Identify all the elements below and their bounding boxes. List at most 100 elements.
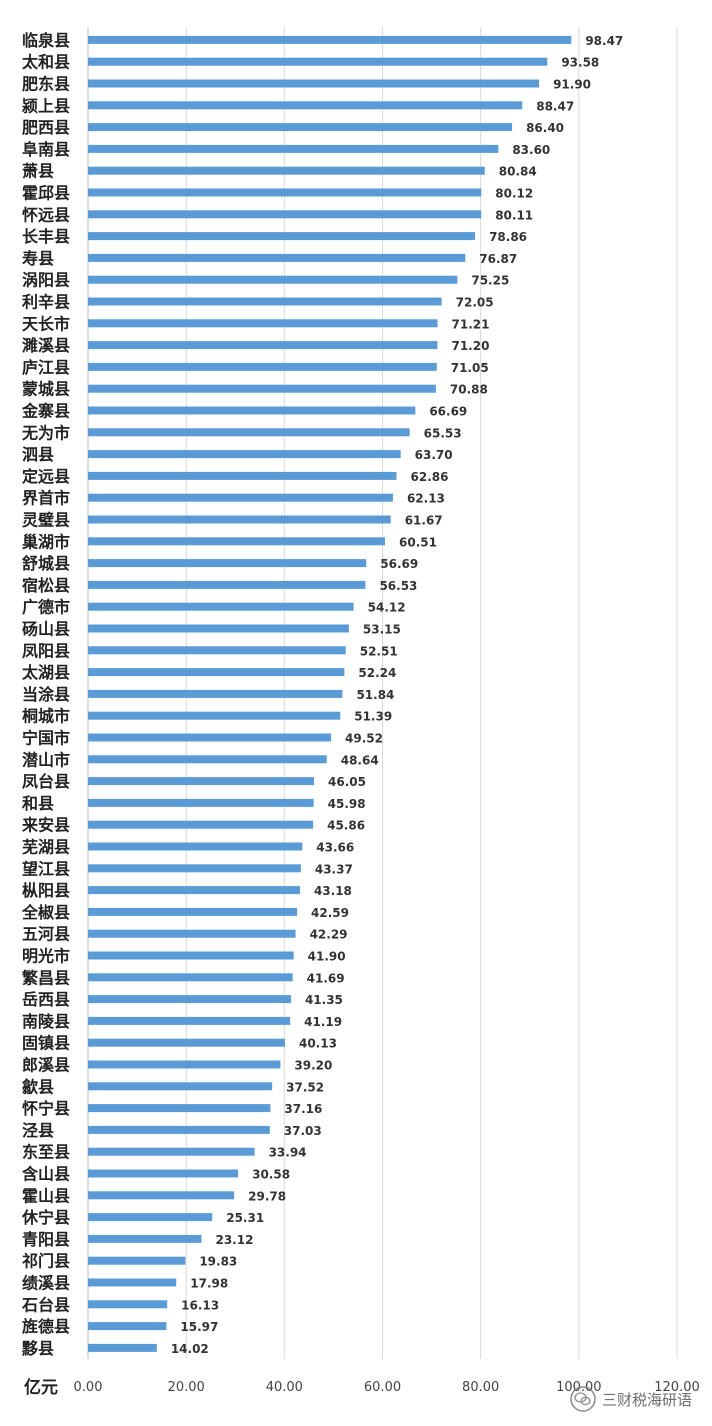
value-label-40: 42.59	[311, 906, 349, 920]
value-label-25: 56.53	[379, 579, 417, 593]
bar-50	[88, 1125, 270, 1134]
category-label-51: 东至县	[22, 1143, 70, 1162]
category-label-29: 太湖县	[21, 663, 70, 682]
value-label-22: 61.67	[405, 514, 443, 528]
value-label-52: 30.58	[252, 1168, 290, 1182]
category-label-52: 含山县	[22, 1165, 70, 1184]
bar-23	[88, 537, 386, 546]
bar-49	[88, 1104, 271, 1113]
category-label-19: 泗县	[22, 445, 54, 464]
value-label-16: 70.88	[450, 383, 488, 397]
bar-58	[88, 1300, 168, 1309]
value-label-21: 62.13	[407, 492, 445, 506]
value-label-41: 42.29	[310, 928, 348, 942]
bar-47	[88, 1060, 281, 1069]
category-label-46: 固镇县	[22, 1034, 70, 1053]
unit-label: 亿元	[24, 1377, 58, 1398]
bar-10	[88, 253, 466, 262]
bar-0	[88, 35, 572, 44]
bar-36	[88, 820, 314, 829]
wechat-icon	[570, 1386, 596, 1412]
value-label-45: 41.19	[304, 1015, 342, 1029]
bar-24	[88, 559, 367, 568]
bar-2	[88, 79, 540, 88]
value-label-29: 52.24	[358, 666, 396, 680]
category-label-17: 金寨县	[21, 402, 70, 421]
bar-56	[88, 1256, 186, 1265]
bars	[88, 35, 572, 1352]
value-label-12: 72.05	[456, 296, 494, 310]
bar-21	[88, 493, 393, 502]
category-label-40: 全椒县	[21, 903, 70, 922]
bar-3	[88, 101, 523, 110]
bar-42	[88, 951, 294, 960]
bar-37	[88, 842, 303, 851]
bar-33	[88, 755, 327, 764]
category-label-0: 临泉县	[22, 31, 70, 50]
x-tick-label-2: 40.00	[266, 1380, 303, 1395]
value-label-8: 80.11	[495, 208, 533, 222]
bar-12	[88, 297, 442, 306]
category-label-11: 涡阳县	[22, 271, 70, 290]
category-label-3: 颍上县	[21, 96, 70, 115]
category-label-56: 祁门县	[22, 1252, 70, 1271]
category-label-5: 阜南县	[22, 140, 70, 159]
bar-8	[88, 210, 482, 219]
value-label-43: 41.69	[307, 971, 345, 985]
category-label-8: 怀远县	[22, 205, 70, 224]
value-label-14: 71.20	[451, 339, 489, 353]
category-label-35: 和县	[22, 794, 54, 813]
category-label-45: 南陵县	[22, 1012, 70, 1031]
value-label-46: 40.13	[299, 1037, 337, 1051]
bar-4	[88, 123, 513, 132]
value-label-58: 16.13	[181, 1298, 219, 1312]
value-label-9: 78.86	[489, 230, 527, 244]
bar-60	[88, 1343, 157, 1352]
value-label-59: 15.97	[180, 1320, 218, 1334]
category-label-55: 青阳县	[22, 1230, 70, 1249]
value-label-3: 88.47	[536, 99, 574, 113]
value-label-55: 23.12	[215, 1233, 253, 1247]
bar-41	[88, 929, 296, 938]
category-label-60: 黟县	[22, 1339, 54, 1358]
value-label-57: 17.98	[190, 1277, 228, 1291]
bar-53	[88, 1191, 235, 1200]
category-label-47: 郎溪县	[22, 1056, 70, 1075]
bar-35	[88, 798, 314, 807]
value-label-13: 71.21	[452, 317, 490, 331]
value-label-20: 62.86	[411, 470, 449, 484]
value-label-50: 37.03	[284, 1124, 322, 1138]
category-label-48: 歙县	[21, 1077, 54, 1096]
value-label-33: 48.64	[341, 753, 379, 767]
category-label-31: 桐城市	[22, 707, 70, 726]
x-tick-label-0: 0.00	[74, 1380, 103, 1395]
value-label-54: 25.31	[226, 1211, 264, 1225]
bar-16	[88, 384, 436, 393]
category-label-36: 来安县	[21, 816, 70, 835]
x-tick-label-4: 80.00	[462, 1380, 499, 1395]
bar-55	[88, 1234, 202, 1243]
bar-57	[88, 1278, 177, 1287]
bar-31	[88, 711, 341, 720]
bar-54	[88, 1213, 213, 1222]
category-label-24: 舒城县	[22, 554, 70, 573]
value-label-28: 52.51	[360, 644, 398, 658]
category-label-16: 蒙城县	[22, 380, 70, 399]
bar-40	[88, 907, 298, 916]
category-label-41: 五河县	[22, 925, 70, 944]
watermark: 三财税海研语	[570, 1386, 692, 1412]
value-label-19: 63.70	[415, 448, 453, 462]
value-label-27: 53.15	[363, 623, 401, 637]
bar-25	[88, 580, 366, 589]
value-label-4: 86.40	[526, 121, 564, 135]
category-label-37: 芜湖县	[22, 838, 70, 857]
bar-19	[88, 450, 401, 459]
value-label-11: 75.25	[471, 274, 509, 288]
value-label-30: 51.84	[356, 688, 394, 702]
bar-9	[88, 232, 476, 241]
value-label-24: 56.69	[380, 557, 418, 571]
value-label-17: 66.69	[429, 405, 467, 419]
category-label-14: 濉溪县	[22, 336, 70, 355]
category-label-43: 繁昌县	[21, 968, 70, 987]
category-label-13: 天长市	[22, 314, 70, 333]
